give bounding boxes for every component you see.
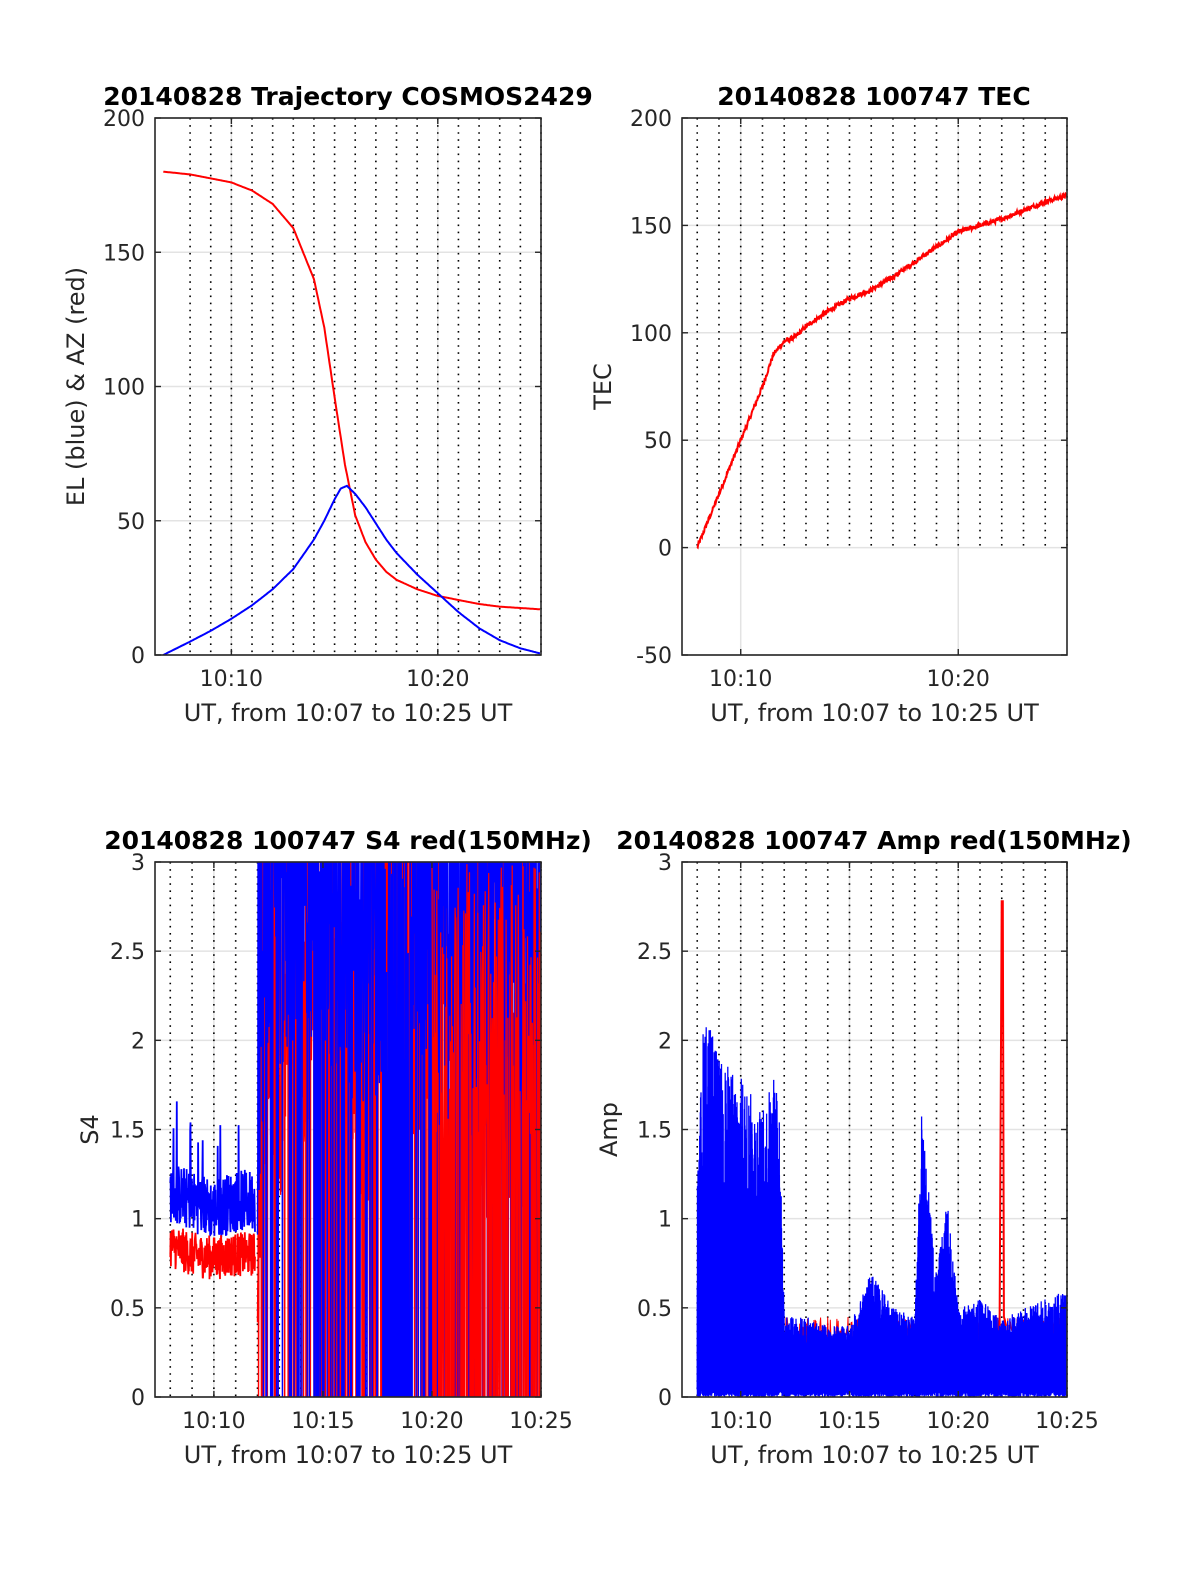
y-tick-label: 0 (658, 537, 672, 562)
y-tick-label: 0.5 (110, 1297, 145, 1322)
y-tick-label: 0 (131, 644, 145, 669)
y-tick-label: 2 (131, 1029, 145, 1054)
series-line-blue (696, 1027, 1067, 1397)
x-tick-label: 10:25 (1035, 1409, 1098, 1434)
x-tick-label: 10:10 (200, 667, 263, 692)
axes-box (681, 117, 1068, 656)
series-line-1 (163, 170, 541, 611)
x-axis-label: UT, from 10:07 to 10:25 UT (710, 699, 1039, 727)
x-tick-label: 10:20 (927, 667, 990, 692)
y-axis-label: EL (blue) & AZ (red) (62, 267, 90, 506)
y-tick-label: 100 (103, 376, 145, 401)
series-line-pre-blue (169, 1101, 256, 1238)
y-tick-label: 1.5 (637, 1119, 672, 1144)
y-axis-label: Amp (595, 1102, 623, 1157)
y-tick-label: 2 (658, 1029, 672, 1054)
panel-amp: 0 0.5 1 1.5 2 2.5 3 10:10 10:15 10:20 10:25 2014082… (595, 826, 1132, 1469)
x-axis-label: UT, from 10:07 to 10:25 UT (710, 1441, 1039, 1469)
y-tick-label: 150 (630, 214, 672, 239)
x-tick-label: 10:10 (709, 1409, 772, 1434)
y-tick-label: 50 (644, 429, 672, 454)
x-tick-label: 10:10 (709, 667, 772, 692)
y-tick-label: 100 (630, 322, 672, 347)
x-tick-label: 10:25 (509, 1409, 572, 1434)
series-group (169, 862, 541, 1397)
x-tick-label: 10:10 (182, 1409, 245, 1434)
y-tick-label: 200 (630, 107, 672, 132)
y-tick-label: 1 (131, 1208, 145, 1233)
y-tick-label: 1 (658, 1208, 672, 1233)
y-tick-label: -50 (636, 644, 672, 669)
x-tick-label: 10:20 (406, 667, 469, 692)
x-tick-label: 10:20 (927, 1409, 990, 1434)
y-tick-label: 2.5 (637, 940, 672, 965)
y-tick-label: 50 (117, 510, 145, 535)
series-line-red-overlay (431, 862, 541, 1397)
chart-title: 20140828 100747 Amp red(150MHz) (616, 826, 1132, 855)
series-group (696, 191, 1067, 550)
x-tick-label: 10:15 (291, 1409, 354, 1434)
y-tick-label: 0 (658, 1386, 672, 1411)
y-tick-label: 3 (131, 851, 145, 876)
series-line-1 (696, 191, 1067, 550)
y-tick-label: 0 (131, 1386, 145, 1411)
x-axis-label: UT, from 10:07 to 10:25 UT (184, 1441, 513, 1469)
series-group (696, 900, 1067, 1397)
panel-traj: 0 50 100 150 200 10:10 10:20 20140828 Trajector… (62, 82, 593, 727)
x-tick-label: 10:20 (400, 1409, 463, 1434)
x-tick-label: 10:15 (818, 1409, 881, 1434)
y-tick-label: 200 (103, 107, 145, 132)
y-tick-label: 0.5 (637, 1297, 672, 1322)
y-tick-label: 2.5 (110, 940, 145, 965)
plot-area (682, 118, 1067, 655)
y-axis-label: S4 (76, 1114, 104, 1145)
y-tick-label: 1.5 (110, 1119, 145, 1144)
x-axis-label: UT, from 10:07 to 10:25 UT (184, 699, 513, 727)
series-line-red-spike (998, 900, 1008, 1326)
chart-title: 20140828 Trajectory COSMOS2429 (103, 82, 593, 111)
y-tick-label: 3 (658, 851, 672, 876)
y-axis-label: TEC (589, 363, 617, 411)
series-group (162, 170, 541, 655)
panel-s4: 0 0.5 1 1.5 2 2.5 3 10:10 10:15 10:20 10:25 2014082… (76, 826, 592, 1469)
series-line-2 (162, 484, 541, 655)
series-line-pre-red (169, 1228, 256, 1280)
chart-title: 20140828 100747 TEC (717, 82, 1030, 111)
chart-title: 20140828 100747 S4 red(150MHz) (104, 826, 592, 855)
series-line-burst-blue (256, 862, 541, 1397)
y-tick-label: 150 (103, 241, 145, 266)
panel-tec: -50 0 50 100 150 200 10:10 10:20 20140828 100747… (589, 82, 1068, 727)
